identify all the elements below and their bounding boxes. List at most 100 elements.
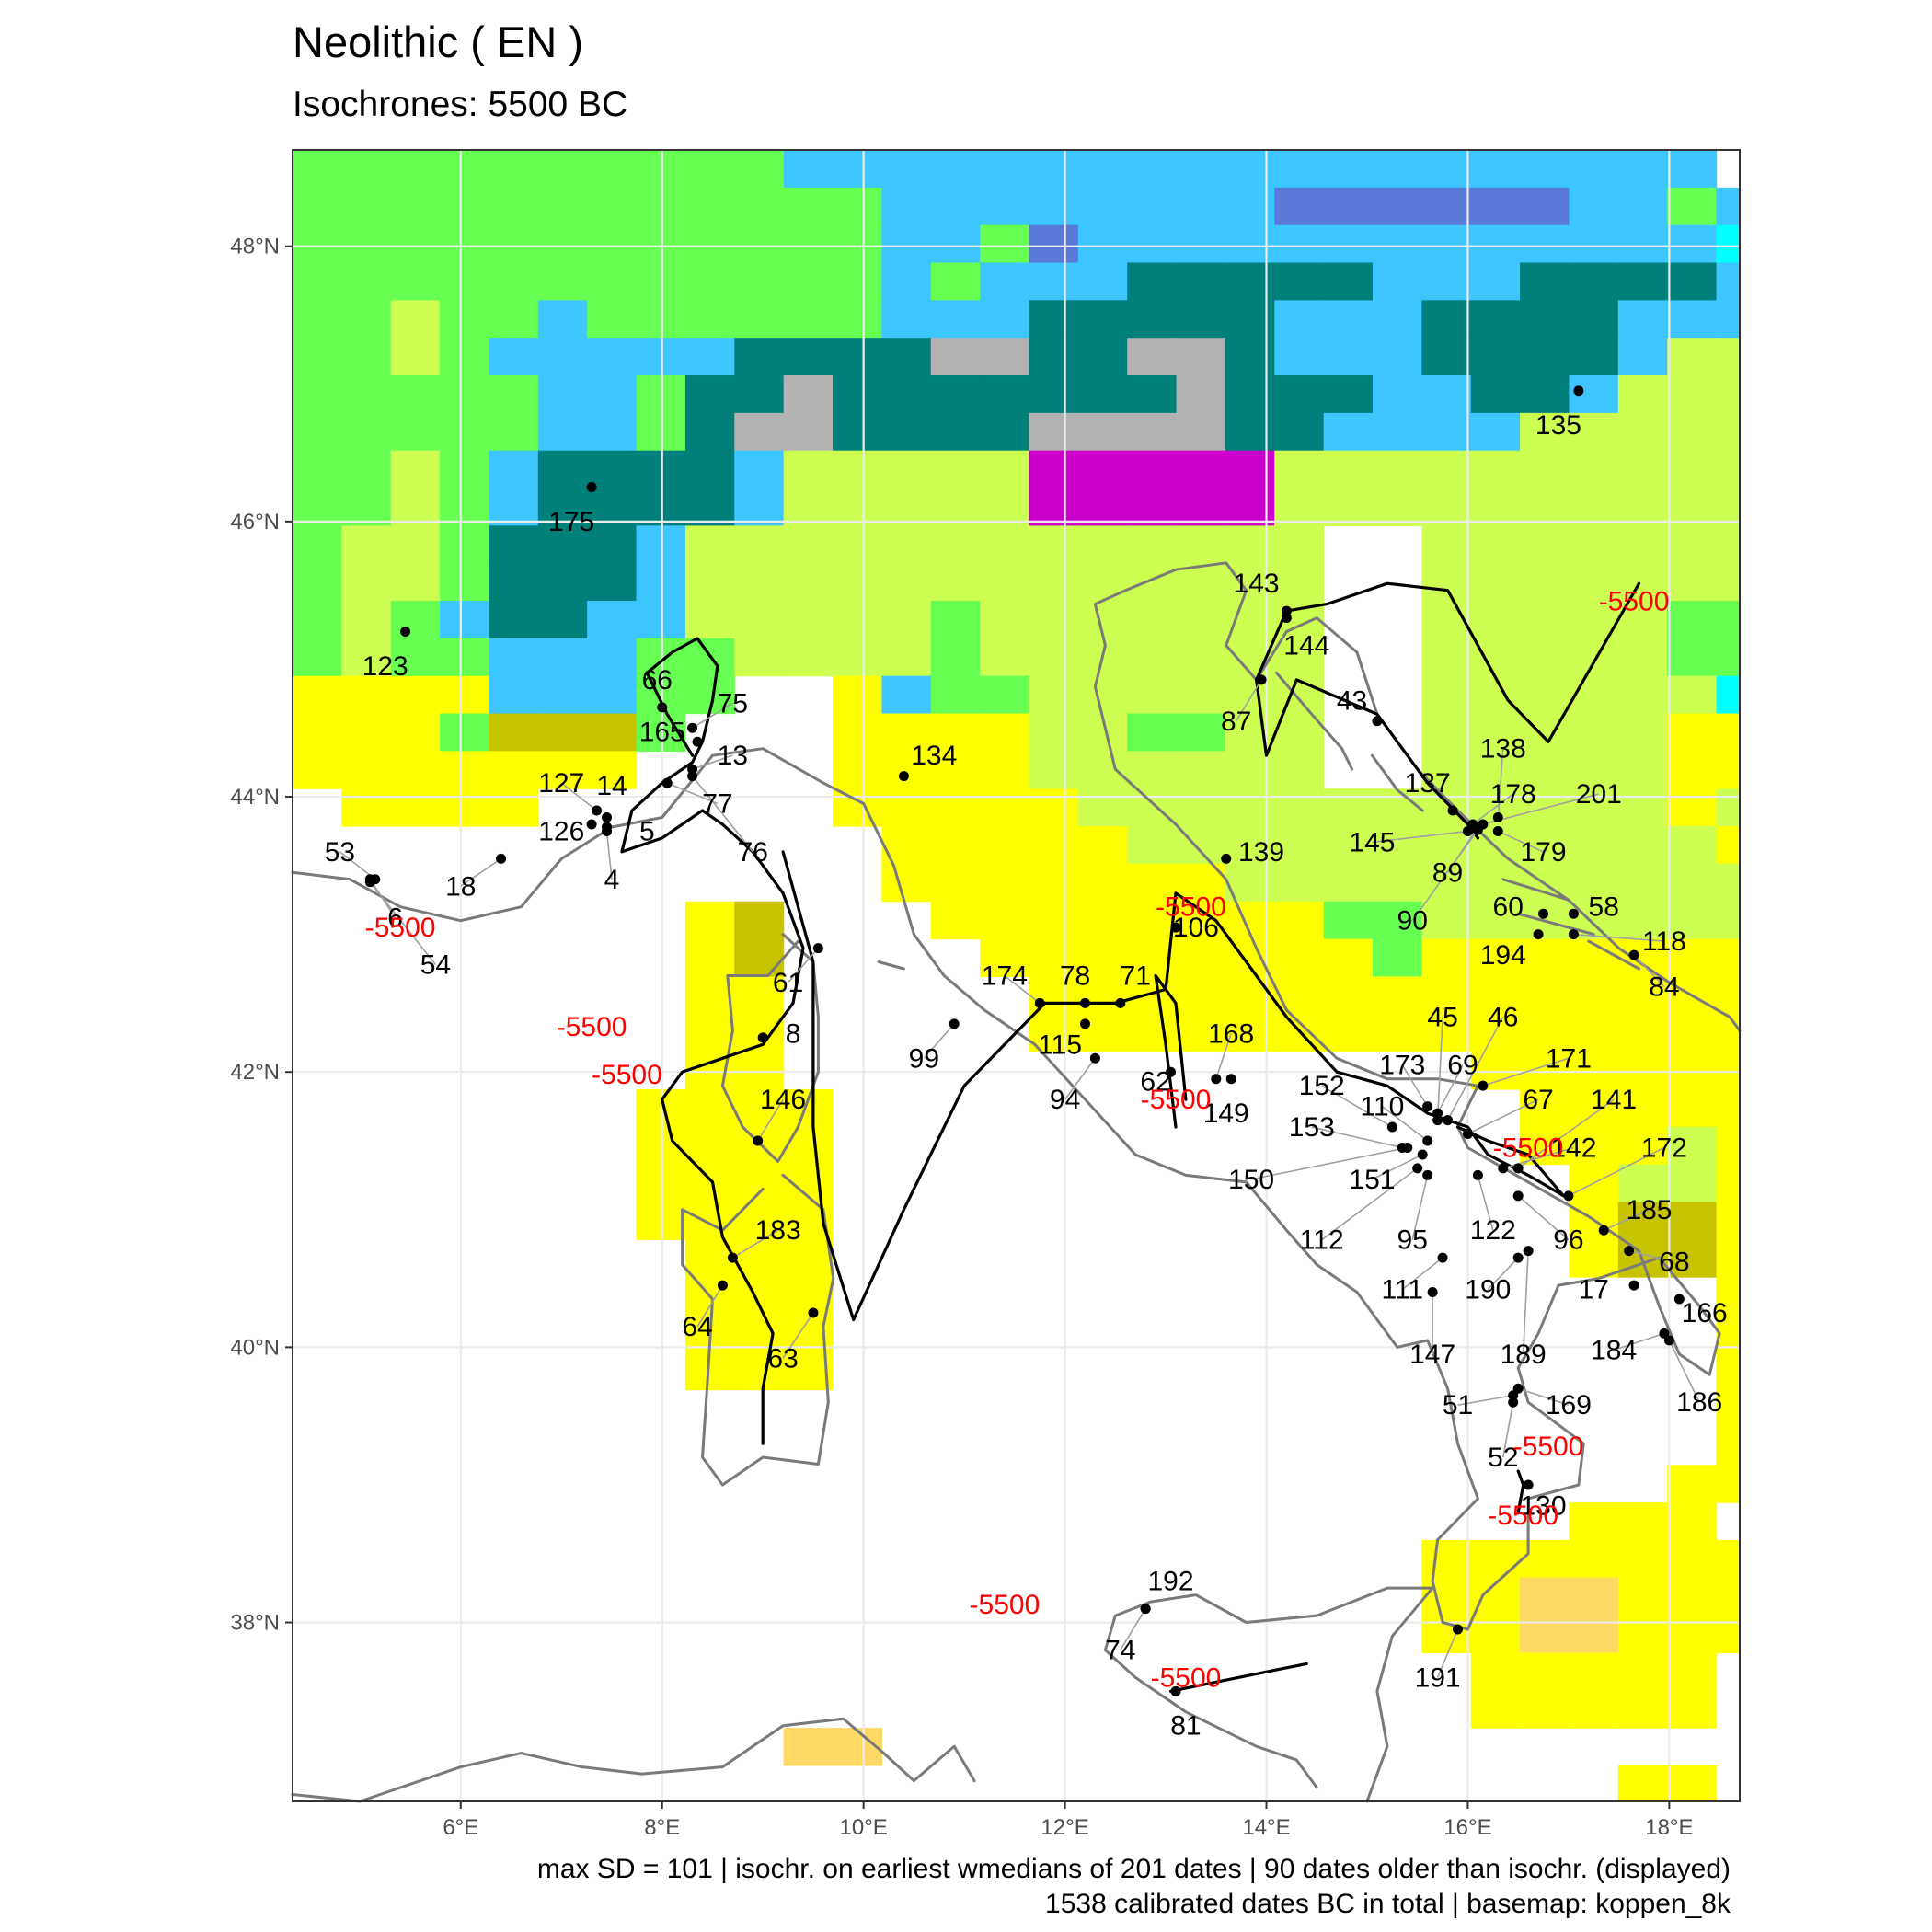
raster-cell bbox=[1323, 338, 1374, 376]
site-point bbox=[1472, 1169, 1483, 1180]
site-point bbox=[1437, 1252, 1448, 1263]
site-label: 144 bbox=[1283, 631, 1329, 661]
raster-cell bbox=[1176, 713, 1226, 752]
raster-cell bbox=[341, 563, 392, 602]
raster-cell bbox=[1274, 525, 1325, 564]
raster-cell bbox=[1176, 262, 1226, 301]
site-point bbox=[949, 1018, 960, 1029]
raster-cell bbox=[1470, 450, 1521, 489]
raster-cell bbox=[1520, 525, 1570, 564]
leader-line bbox=[666, 782, 719, 805]
raster-cell bbox=[734, 375, 785, 414]
leader-line bbox=[1457, 1394, 1513, 1406]
raster-cell bbox=[833, 788, 882, 827]
raster-cell bbox=[881, 751, 932, 789]
x-tick-label: 10°E bbox=[840, 1815, 888, 1840]
raster-cell bbox=[1716, 525, 1741, 564]
raster-cell bbox=[293, 375, 342, 414]
site-label: 112 bbox=[1300, 1225, 1344, 1256]
raster-cell bbox=[341, 638, 392, 677]
leader-line bbox=[1311, 1126, 1403, 1149]
raster-cell bbox=[881, 788, 932, 827]
raster-cell bbox=[1470, 488, 1521, 526]
raster-cell bbox=[1667, 1088, 1718, 1128]
site-point bbox=[692, 736, 703, 747]
raster-cell bbox=[1470, 713, 1521, 752]
raster-cell bbox=[1520, 150, 1570, 189]
raster-cell bbox=[587, 713, 638, 752]
raster-cell bbox=[1520, 563, 1570, 602]
site-point bbox=[1221, 853, 1232, 864]
raster-cell bbox=[1716, 863, 1741, 903]
site-label: 51 bbox=[1443, 1390, 1473, 1420]
raster-cell bbox=[636, 150, 686, 189]
raster-cell bbox=[537, 488, 588, 526]
raster-cell bbox=[1617, 976, 1668, 1015]
raster-cell bbox=[1274, 976, 1325, 1015]
site-point bbox=[1079, 1018, 1090, 1029]
raster-cell bbox=[489, 412, 539, 452]
leader-line bbox=[1517, 1195, 1570, 1241]
site-label: 68 bbox=[1659, 1248, 1689, 1278]
raster-cell bbox=[1176, 1014, 1226, 1052]
site-label: 96 bbox=[1553, 1225, 1583, 1256]
raster-cell bbox=[1667, 488, 1718, 526]
site-label: 143 bbox=[1234, 569, 1280, 599]
raster-cell bbox=[1077, 224, 1128, 264]
raster-cell bbox=[1569, 300, 1619, 339]
raster-cell bbox=[1716, 976, 1741, 1015]
isochrone-lines bbox=[620, 581, 1641, 1693]
raster-cell bbox=[1225, 300, 1275, 339]
raster-cell bbox=[1274, 638, 1325, 677]
raster-cell bbox=[1569, 1690, 1619, 1729]
raster-cell bbox=[1617, 1765, 1668, 1802]
raster-cell bbox=[930, 224, 981, 264]
raster-cell bbox=[341, 375, 392, 414]
raster-cell bbox=[783, 1239, 834, 1278]
leader-line bbox=[1467, 1098, 1539, 1135]
raster-cell bbox=[1470, 1652, 1521, 1691]
raster-cell bbox=[537, 601, 588, 639]
raster-cell bbox=[930, 412, 981, 452]
raster-cell bbox=[1029, 488, 1079, 526]
site-label: 183 bbox=[755, 1215, 801, 1246]
raster-cell bbox=[390, 224, 441, 264]
raster-cell bbox=[1323, 826, 1374, 865]
raster-cell bbox=[1470, 1014, 1521, 1052]
raster-cell bbox=[537, 338, 588, 376]
raster-cell bbox=[1667, 412, 1718, 452]
raster-cell bbox=[684, 150, 735, 189]
raster-cell bbox=[1127, 788, 1178, 827]
raster-cell bbox=[1274, 262, 1325, 301]
raster-cell bbox=[636, 525, 686, 564]
raster-cell bbox=[1176, 300, 1226, 339]
raster-cell bbox=[1029, 826, 1079, 865]
raster-cell bbox=[1421, 901, 1472, 940]
raster-cell bbox=[1569, 525, 1619, 564]
raster-cell bbox=[1569, 187, 1619, 226]
raster-cell bbox=[1520, 638, 1570, 677]
raster-cell bbox=[537, 525, 588, 564]
raster-cell bbox=[1077, 450, 1128, 489]
raster-cell bbox=[1373, 826, 1422, 865]
raster-cell bbox=[636, 488, 686, 526]
raster-cell bbox=[1470, 1615, 1521, 1654]
raster-cell bbox=[783, 450, 834, 489]
coastline-path bbox=[877, 960, 905, 971]
raster-cell bbox=[1716, 788, 1741, 827]
site-point bbox=[586, 481, 597, 492]
raster-cell bbox=[636, 262, 686, 301]
site-label: 61 bbox=[773, 968, 803, 998]
raster-cell bbox=[1225, 262, 1275, 301]
coastline-path bbox=[1103, 1586, 1434, 1803]
x-tick-label: 18°E bbox=[1645, 1815, 1693, 1840]
site-label: 185 bbox=[1626, 1195, 1672, 1225]
site-point bbox=[1523, 1479, 1534, 1490]
raster-cell bbox=[341, 525, 392, 564]
site-label: 139 bbox=[1238, 837, 1284, 868]
raster-cell bbox=[1617, 788, 1668, 827]
raster-cell bbox=[783, 338, 834, 376]
y-tick-label: 38°N bbox=[230, 1611, 280, 1636]
site-point bbox=[1628, 949, 1639, 960]
raster-cell bbox=[341, 187, 392, 226]
